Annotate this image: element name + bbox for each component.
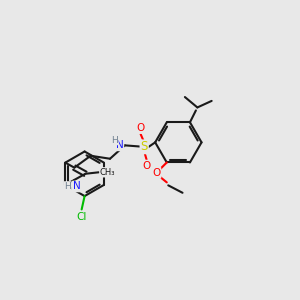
Text: O: O [142, 160, 151, 171]
Text: N: N [116, 140, 123, 150]
Text: CH₃: CH₃ [100, 168, 116, 177]
Text: N: N [73, 182, 81, 191]
Text: S: S [140, 140, 148, 153]
Text: O: O [136, 123, 145, 133]
Text: H: H [111, 136, 118, 145]
Text: H: H [64, 182, 71, 191]
Text: Cl: Cl [76, 212, 87, 222]
Text: O: O [152, 168, 160, 178]
